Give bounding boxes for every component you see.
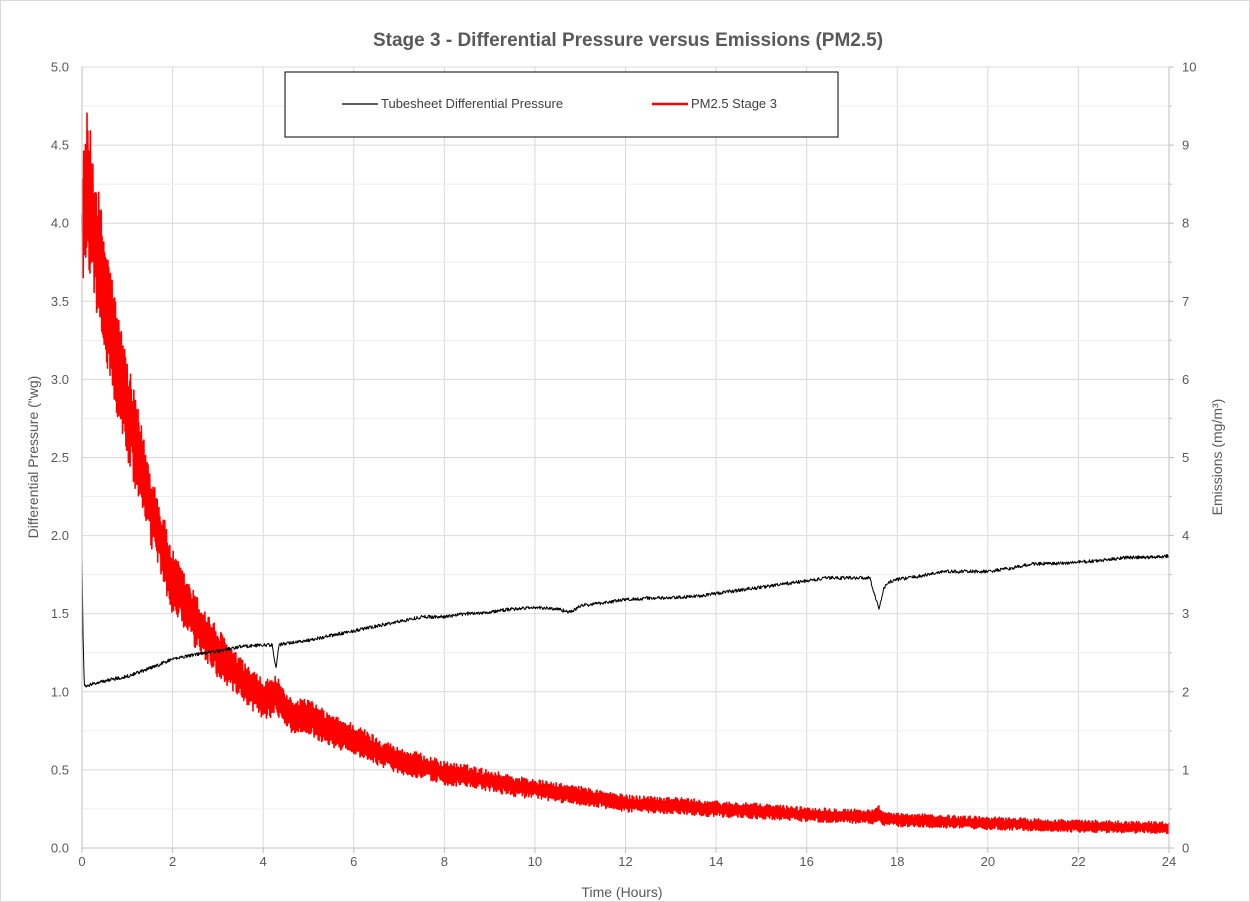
series-line-pm25-stage-3 bbox=[81, 112, 1170, 835]
y-right-tick-label: 10 bbox=[1182, 60, 1196, 75]
y-left-tick-label: 3.5 bbox=[51, 294, 69, 309]
x-tick-label: 6 bbox=[350, 854, 357, 869]
y-axis-left-title: Differential Pressure ("wg) bbox=[25, 376, 41, 539]
y-left-tick-label: 1.0 bbox=[51, 684, 69, 699]
x-tick-label: 16 bbox=[799, 854, 813, 869]
gridlines bbox=[82, 66, 1169, 848]
legend: Tubesheet Differential Pressure PM2.5 St… bbox=[284, 71, 839, 138]
x-tick-label: 20 bbox=[981, 854, 995, 869]
x-tick-label: 4 bbox=[260, 854, 267, 869]
x-tick-label: 14 bbox=[709, 854, 723, 869]
x-tick-label: 12 bbox=[618, 854, 632, 869]
y-right-tick-label: 3 bbox=[1182, 606, 1189, 621]
x-axis-title: Time (Hours) bbox=[581, 884, 662, 900]
axes bbox=[81, 66, 1174, 853]
y-right-tick-label: 6 bbox=[1182, 372, 1189, 387]
legend-label-differential-pressure: Tubesheet Differential Pressure bbox=[381, 96, 563, 111]
y-right-tick-label: 0 bbox=[1182, 841, 1189, 856]
x-tick-label: 24 bbox=[1162, 854, 1176, 869]
y-left-tick-label: 4.5 bbox=[51, 138, 69, 153]
y-right-tick-label: 8 bbox=[1182, 216, 1189, 231]
y-axis-right-title: Emissions (mg/m³) bbox=[1209, 399, 1225, 516]
x-tick-label: 22 bbox=[1071, 854, 1085, 869]
y-left-tick-label: 5.0 bbox=[51, 60, 69, 75]
y-right-tick-label: 4 bbox=[1182, 528, 1189, 543]
x-tick-label: 2 bbox=[169, 854, 176, 869]
y-left-tick-label: 0.5 bbox=[51, 762, 69, 777]
y-right-tick-label: 1 bbox=[1182, 762, 1189, 777]
x-tick-label: 10 bbox=[528, 854, 542, 869]
y-left-tick-label: 4.0 bbox=[51, 216, 69, 231]
legend-label-pm25: PM2.5 Stage 3 bbox=[691, 96, 777, 111]
y-left-tick-label: 3.0 bbox=[51, 372, 69, 387]
tick-labels: 0 2 4 6 8 10 12 14 16 18 20 22 240.00.51.01.52.02.53… bbox=[51, 60, 1197, 870]
y-right-tick-label: 2 bbox=[1182, 684, 1189, 699]
y-right-tick-label: 5 bbox=[1182, 450, 1189, 465]
x-tick-label: 18 bbox=[890, 854, 904, 869]
y-left-tick-label: 2.0 bbox=[51, 528, 69, 543]
y-left-tick-label: 0.0 bbox=[51, 841, 69, 856]
x-tick-label: 0 bbox=[78, 854, 85, 869]
y-left-tick-label: 1.5 bbox=[51, 606, 69, 621]
y-left-tick-label: 2.5 bbox=[51, 450, 69, 465]
y-right-tick-label: 9 bbox=[1182, 138, 1189, 153]
chart-title: Stage 3 - Differential Pressure versus E… bbox=[373, 30, 883, 51]
series-line-tubesheet-differential-pressure bbox=[81, 554, 1170, 688]
series-lines bbox=[81, 112, 1170, 835]
x-tick-label: 8 bbox=[441, 854, 448, 869]
y-right-tick-label: 7 bbox=[1182, 294, 1189, 309]
